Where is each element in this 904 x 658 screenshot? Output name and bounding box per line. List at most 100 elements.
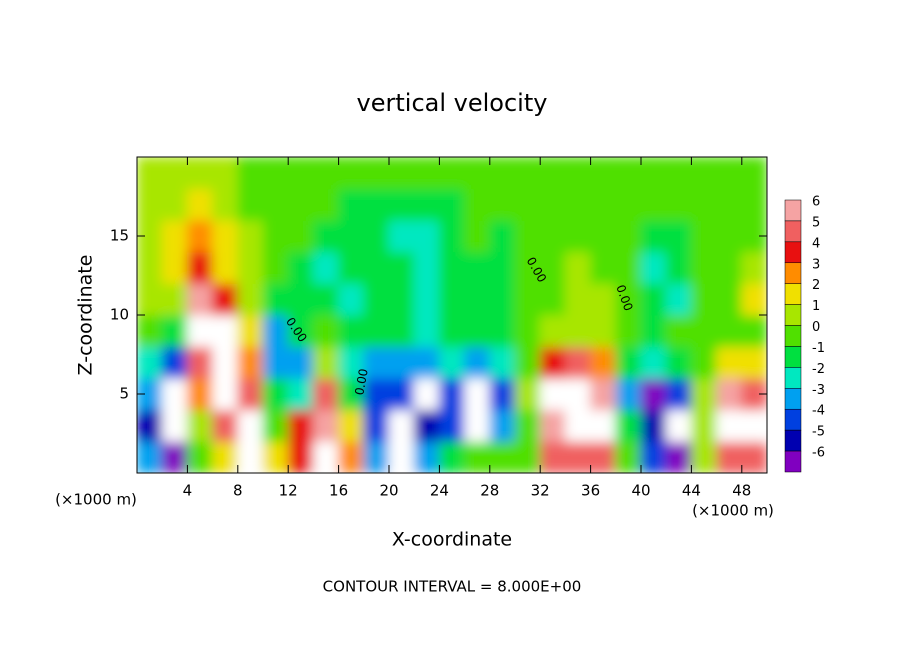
cell [237, 282, 264, 316]
cell [312, 282, 340, 316]
cell [161, 409, 188, 442]
cell [438, 377, 466, 411]
cell [716, 440, 743, 473]
cell [388, 188, 415, 221]
cell [312, 314, 340, 348]
cell [564, 188, 592, 221]
cell [489, 346, 516, 379]
colorbar-label: 1 [812, 299, 820, 314]
cell [539, 219, 566, 253]
cell [338, 346, 365, 379]
cell [615, 157, 642, 190]
x-tick-label: 48 [732, 482, 751, 500]
cell [186, 440, 214, 473]
cell [312, 157, 340, 190]
cell [590, 377, 617, 411]
cell [514, 377, 541, 411]
cell [590, 346, 617, 379]
cell [590, 440, 617, 473]
colorbar-box [784, 450, 802, 473]
cell [665, 409, 692, 442]
contour-label: 0.00 [352, 368, 370, 397]
cell [564, 314, 592, 348]
cell [237, 219, 264, 253]
colorbar-box [784, 283, 802, 305]
cell [262, 251, 289, 284]
cell [665, 314, 692, 348]
cell [312, 346, 340, 379]
cell [186, 282, 214, 316]
cell [363, 188, 390, 221]
cell [338, 282, 365, 316]
cell [262, 282, 289, 316]
cell [464, 346, 491, 379]
cell [137, 440, 163, 473]
cell [388, 251, 415, 284]
cell [514, 440, 541, 473]
cell [413, 282, 440, 316]
cell [137, 346, 163, 379]
cell [539, 157, 566, 190]
x-unit-label: (×1000 m) [55, 491, 137, 509]
cell [413, 409, 440, 442]
colorbar-box [784, 346, 802, 368]
cell [212, 377, 239, 411]
cell [539, 188, 566, 221]
cell [539, 282, 566, 316]
cell [338, 251, 365, 284]
cell [212, 188, 239, 221]
colorbar-box [784, 241, 802, 264]
cell [137, 282, 163, 316]
cell [161, 219, 188, 253]
cell [539, 377, 566, 411]
cell [489, 219, 516, 253]
cell [665, 188, 692, 221]
cell [716, 282, 743, 316]
cell [413, 251, 440, 284]
cell [438, 409, 466, 442]
cell [640, 409, 667, 442]
cell [665, 157, 692, 190]
cell [590, 282, 617, 316]
cell [539, 346, 566, 379]
cell [438, 251, 466, 284]
cell [690, 377, 718, 411]
cell [186, 377, 214, 411]
cell [665, 377, 692, 411]
cell [716, 314, 743, 348]
cell [287, 314, 314, 348]
cell [539, 409, 566, 442]
cell [564, 251, 592, 284]
cell [615, 440, 642, 473]
cell [262, 188, 289, 221]
cell [640, 377, 667, 411]
cell [741, 251, 767, 284]
cell [640, 440, 667, 473]
cell [363, 314, 390, 348]
cell [338, 188, 365, 221]
y-tick-label: 15 [110, 227, 129, 245]
cell [590, 188, 617, 221]
colorbar-box [784, 408, 802, 431]
cell [186, 409, 214, 442]
cell [716, 409, 743, 442]
cell [161, 314, 188, 348]
cell [514, 188, 541, 221]
cell [464, 314, 491, 348]
cell [388, 219, 415, 253]
cell [615, 188, 642, 221]
cell [137, 314, 163, 348]
colorbar-box [784, 367, 802, 389]
cell [741, 409, 767, 442]
cell [237, 409, 264, 442]
cell [338, 409, 365, 442]
cell [212, 251, 239, 284]
cell [640, 282, 667, 316]
cell [690, 219, 718, 253]
y-tick-label: 5 [119, 385, 129, 403]
cell [262, 314, 289, 348]
cell [590, 157, 617, 190]
cell [741, 157, 767, 190]
colorbar-label: 2 [812, 278, 820, 293]
